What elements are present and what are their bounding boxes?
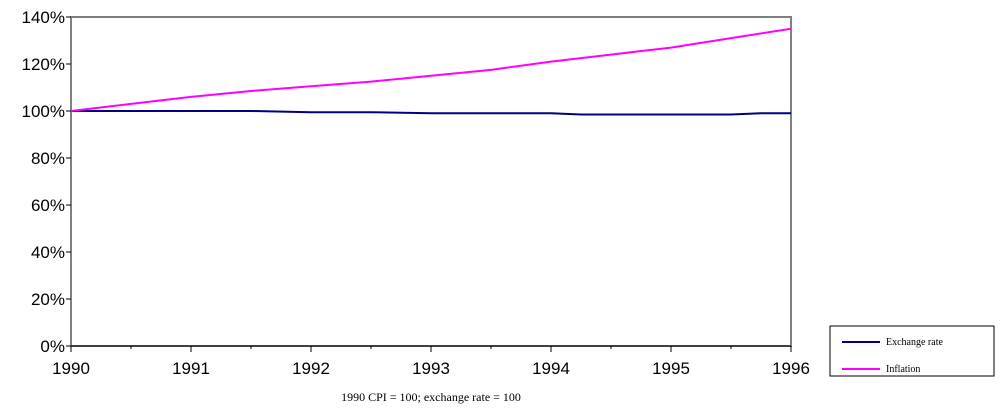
y-tick-label: 20% (31, 290, 65, 309)
legend-box (829, 325, 995, 377)
series-lines (70, 27, 792, 116)
x-axis-caption: 1990 CPI = 100; exchange rate = 100 (341, 390, 521, 404)
x-tick-label: 1996 (772, 359, 810, 378)
plot-area (70, 16, 792, 347)
x-tick-label: 1993 (412, 359, 450, 378)
y-axis-ticks: 0% 20% 40% 60% 80% 100% 120% 140% (22, 8, 71, 356)
y-tick-label: 140% (22, 8, 65, 27)
y-tick-label: 120% (22, 55, 65, 74)
series-line-inflation (70, 27, 792, 112)
x-tick-label: 1992 (292, 359, 330, 378)
y-tick-label: 40% (31, 243, 65, 262)
legend: Exchange rate Inflation (829, 325, 995, 377)
x-tick-label: 1994 (532, 359, 570, 378)
y-tick-label: 80% (31, 149, 65, 168)
legend-label-exchange-rate: Exchange rate (886, 337, 943, 348)
x-tick-label: 1995 (652, 359, 690, 378)
legend-label-inflation: Inflation (886, 364, 920, 375)
y-tick-label: 0% (40, 337, 65, 356)
series-line-exchange-rate (71, 110, 791, 116)
x-axis-ticks: 1990 1991 1992 1993 1994 1995 1996 (52, 346, 810, 378)
y-tick-label: 100% (22, 102, 65, 121)
y-tick-label: 60% (31, 196, 65, 215)
x-tick-label: 1990 (52, 359, 90, 378)
x-tick-label: 1991 (172, 359, 210, 378)
